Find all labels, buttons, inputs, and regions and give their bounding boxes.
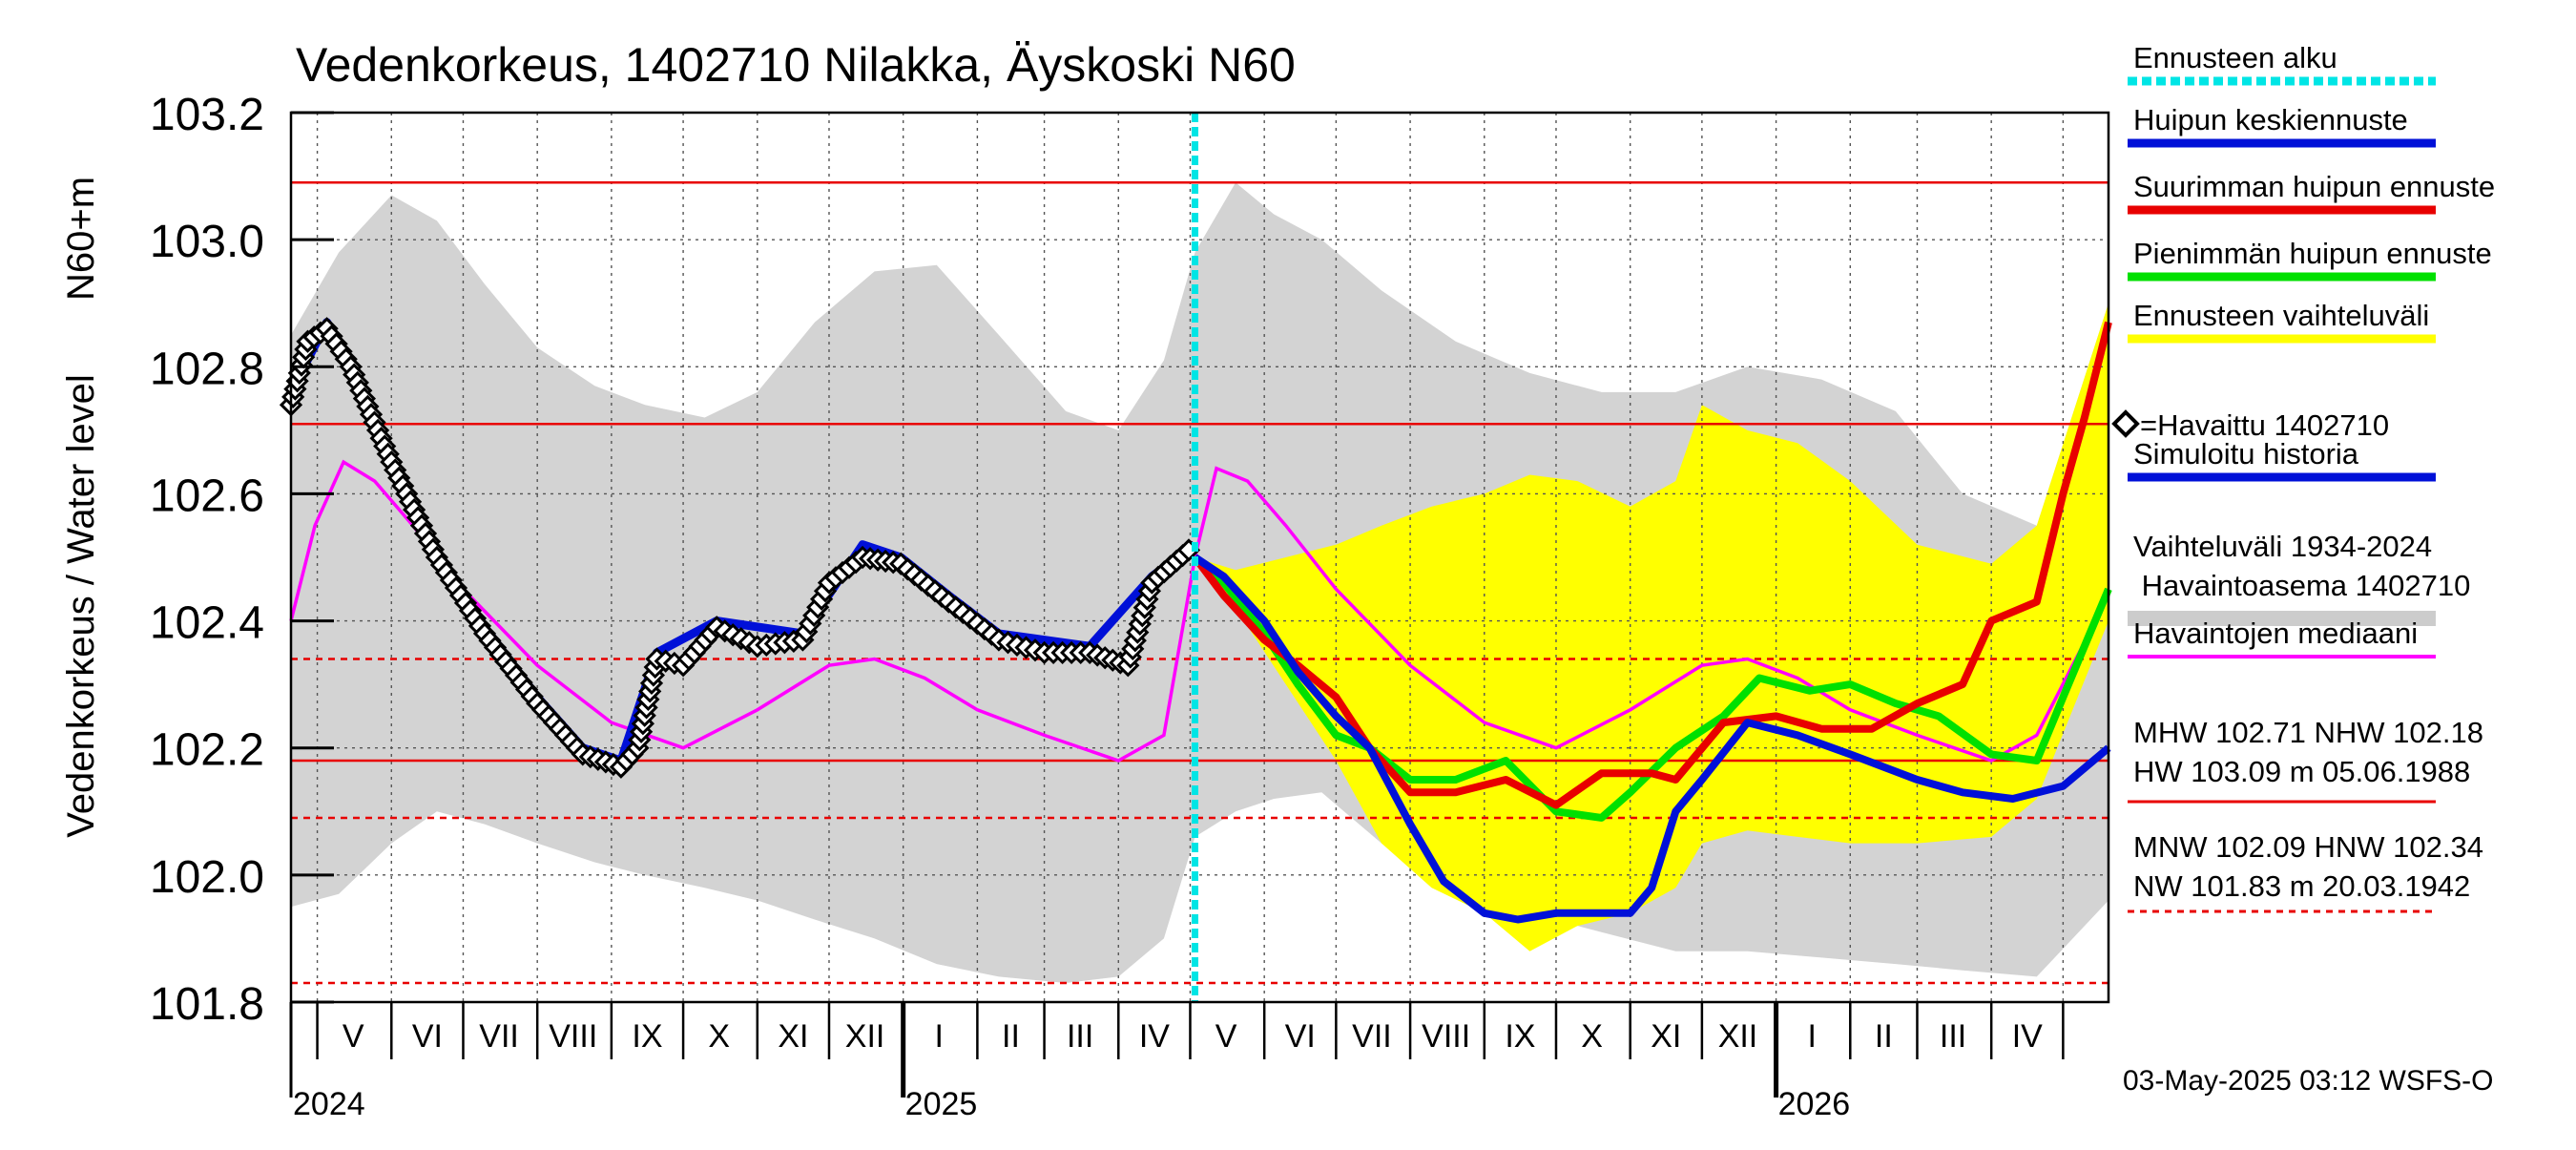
legend-label2-7: Havaintoasema 1402710 (2133, 569, 2470, 602)
legend-label-9: MHW 102.71 NHW 102.18 (2133, 716, 2483, 749)
legend-label2-9: HW 103.09 m 05.06.1988 (2133, 755, 2470, 788)
forecast-max-line (1192, 321, 2112, 809)
legend-label-6: Simuloitu historia (2133, 437, 2359, 470)
legend-label-1: Huipun keskiennuste (2133, 103, 2408, 136)
month-label: III (1940, 1018, 1966, 1055)
month-label: IV (2012, 1018, 2043, 1055)
legend-label-3: Pienimmän huipun ennuste (2133, 237, 2492, 270)
month-label: I (935, 1018, 944, 1055)
month-label: VIII (1422, 1018, 1470, 1055)
month-label: V (1215, 1018, 1237, 1055)
month-label: III (1067, 1018, 1093, 1055)
median-line (289, 459, 2110, 763)
month-label: VII (1352, 1018, 1392, 1055)
y-tick-label: 103.2 (150, 90, 264, 140)
month-label: XII (845, 1018, 885, 1055)
y-tick-label: 102.2 (150, 725, 264, 776)
chart-title: Vedenkorkeus, 1402710 Nilakka, Äyskoski … (296, 38, 1296, 92)
year-label: 2024 (293, 1086, 365, 1122)
y-tick-label: 102.8 (150, 344, 264, 394)
legend-label-4: Ennusteen vaihteluväli (2133, 299, 2429, 332)
month-label: IX (1505, 1018, 1535, 1055)
legend-swatch-observed (2111, 409, 2140, 438)
year-label: 2025 (905, 1086, 978, 1122)
legend-label-observed: =Havaittu 1402710 (2140, 408, 2389, 442)
legend-label-2: Suurimman huipun ennuste (2133, 170, 2495, 203)
month-label: XII (1718, 1018, 1758, 1055)
month-label: VII (479, 1018, 519, 1055)
y-axis-unit-label: N60+m (60, 177, 102, 301)
legend-label2-10: NW 101.83 m 20.03.1942 (2133, 869, 2470, 903)
month-label: V (343, 1018, 364, 1055)
y-tick-label: 103.0 (150, 217, 264, 267)
month-label: IV (1139, 1018, 1170, 1055)
y-tick-label: 102.6 (150, 470, 264, 521)
month-label: XI (778, 1018, 808, 1055)
legend-label-8: Havaintojen mediaani (2133, 617, 2418, 650)
forecast-mid-line (1193, 554, 2111, 924)
month-label: X (708, 1018, 730, 1055)
y-axis-label: Vedenkorkeus / Water level (60, 374, 102, 837)
month-label: XI (1651, 1018, 1681, 1055)
axes-layer: 103.2 103.0 102.8 102.6 102.4 102.2 102.0 101.8… (150, 90, 2110, 1122)
plot-frame (289, 111, 2110, 1004)
legend-label-10: MNW 102.09 HNW 102.34 (2133, 830, 2483, 864)
legend-label-7: Vaihteluväli 1934-2024 (2133, 530, 2432, 563)
legend-layer: Ennusteen alku Huipun keskiennuste Suurimm… (2111, 41, 2495, 913)
y-tick-label: 102.0 (150, 852, 264, 903)
y-tick-label: 101.8 (150, 979, 264, 1030)
timestamp-label: 03-May-2025 03:12 WSFS-O (2123, 1065, 2494, 1097)
month-label: II (1875, 1018, 1893, 1055)
month-label: VIII (549, 1018, 597, 1055)
year-label: 2026 (1778, 1086, 1851, 1122)
month-label: X (1581, 1018, 1603, 1055)
month-label: VI (412, 1018, 443, 1055)
forecast-min-line (1192, 554, 2112, 822)
series-layer (279, 317, 2112, 924)
month-label: VI (1285, 1018, 1316, 1055)
y-tick-label: 102.4 (150, 598, 264, 649)
reference-lines-layer (291, 180, 2109, 985)
month-label: IX (632, 1018, 662, 1055)
month-label: II (1002, 1018, 1020, 1055)
month-label: I (1807, 1018, 1816, 1055)
legend-label-0: Ennusteen alku (2133, 41, 2337, 74)
